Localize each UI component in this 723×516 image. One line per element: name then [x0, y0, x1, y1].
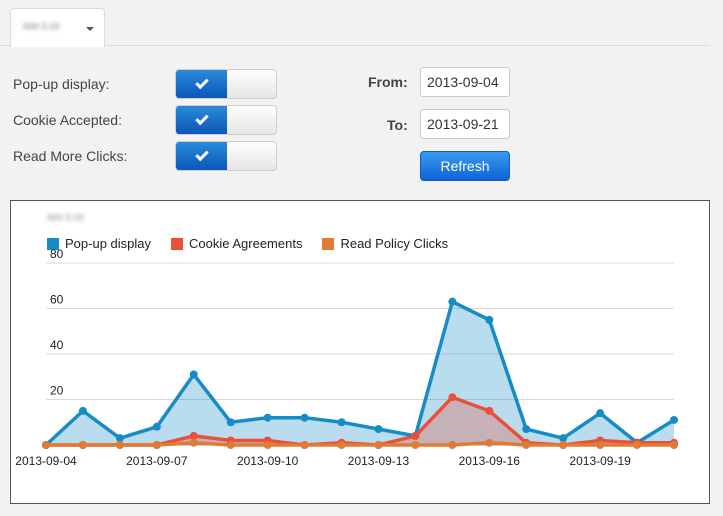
- point-popup: [559, 434, 568, 443]
- point-read: [115, 441, 124, 449]
- legend-item-read[interactable]: Read Policy Clicks: [322, 236, 448, 251]
- point-cookie: [485, 406, 494, 415]
- point-read: [485, 438, 494, 447]
- legend-item-cookie[interactable]: Cookie Agreements: [171, 236, 302, 251]
- series-line-read: [46, 440, 674, 447]
- point-read: [42, 441, 50, 449]
- read-more-clicks-toggle[interactable]: [175, 141, 277, 171]
- x-tick-label: 2013-09-16: [459, 454, 521, 468]
- x-tick-label: 2013-09-19: [569, 454, 631, 468]
- line-chart: 20 40 60 80 2013-09-04 2013-09-07 2013-09-10 20…: [15, 247, 678, 468]
- checkmark-icon: [194, 75, 209, 90]
- legend-label-cookie: Cookie Agreements: [189, 236, 303, 251]
- cookie-accepted-label: Cookie Accepted:: [13, 112, 122, 128]
- to-date-input[interactable]: 2013-09-21: [420, 109, 510, 139]
- point-popup: [670, 415, 678, 424]
- tab-bar: xxx-1.cz: [0, 0, 710, 47]
- point-popup: [263, 413, 272, 422]
- series-line-popup: [44, 299, 675, 447]
- read-more-clicks-label: Read More Clicks:: [13, 148, 128, 164]
- point-read: [226, 441, 235, 449]
- point-read: [559, 441, 568, 449]
- point-popup: [522, 425, 531, 434]
- point-popup: [300, 413, 309, 422]
- chart-panel: xxx-1.cz Pop-up display Cookie Agreement…: [10, 200, 710, 504]
- legend-swatch-popup: [47, 237, 59, 250]
- chart-title: xxx-1.cz: [47, 212, 84, 223]
- legend-item-popup[interactable]: Pop-up display: [47, 236, 151, 251]
- x-tick-label: 2013-09-07: [126, 454, 188, 468]
- point-read: [633, 441, 642, 449]
- popup-display-toggle[interactable]: [175, 69, 277, 99]
- toggle-on-state: [176, 70, 227, 98]
- point-popup: [596, 409, 605, 418]
- from-label: From:: [368, 74, 408, 90]
- point-popup: [226, 418, 235, 427]
- point-read: [189, 438, 198, 447]
- point-cookie: [189, 431, 198, 440]
- from-date-input[interactable]: 2013-09-04: [420, 67, 510, 97]
- to-label: To:: [387, 117, 408, 133]
- x-tick-label: 2013-09-13: [348, 454, 410, 468]
- toggle-on-state: [176, 106, 227, 134]
- checkmark-icon: [194, 111, 209, 126]
- point-read: [670, 441, 678, 449]
- point-read: [78, 441, 87, 449]
- legend-swatch-read: [322, 237, 335, 250]
- point-cookie: [411, 431, 420, 440]
- cookie-accepted-toggle[interactable]: [175, 105, 277, 135]
- point-cookie: [448, 393, 457, 402]
- y-tick-label: 40: [50, 338, 64, 352]
- point-read: [152, 441, 161, 449]
- point-popup: [374, 425, 383, 434]
- point-read: [411, 441, 420, 449]
- point-read: [522, 441, 531, 449]
- point-read: [300, 441, 309, 449]
- point-read: [263, 441, 272, 449]
- site-tab-label: xxx-1.cz: [23, 21, 60, 32]
- point-popup: [189, 370, 198, 379]
- x-tick-label: 2013-09-04: [15, 454, 77, 468]
- point-read: [374, 441, 383, 449]
- checkmark-icon: [194, 147, 209, 162]
- caret-down-icon[interactable]: [86, 27, 94, 31]
- y-tick-label: 20: [50, 384, 64, 398]
- area-popup: [46, 301, 674, 445]
- refresh-button[interactable]: Refresh: [420, 151, 510, 181]
- y-tick-label: 80: [50, 247, 64, 261]
- popup-display-label: Pop-up display:: [13, 76, 110, 92]
- y-tick-label: 60: [50, 293, 64, 307]
- point-read: [337, 441, 346, 449]
- legend-label-popup: Pop-up display: [65, 236, 151, 251]
- legend-label-read: Read Policy Clicks: [340, 236, 449, 251]
- site-tab[interactable]: xxx-1.cz: [10, 8, 105, 47]
- point-popup: [448, 297, 457, 306]
- point-popup: [115, 434, 124, 443]
- toggle-on-state: [176, 142, 227, 170]
- point-popup: [78, 406, 87, 415]
- chart-legend: Pop-up display Cookie Agreements Read Po…: [47, 236, 448, 251]
- point-read: [596, 441, 605, 449]
- point-read: [448, 441, 457, 449]
- point-popup: [152, 422, 161, 431]
- legend-swatch-cookie: [171, 237, 183, 250]
- point-popup: [337, 418, 346, 427]
- point-popup: [485, 315, 494, 324]
- x-tick-label: 2013-09-10: [237, 454, 299, 468]
